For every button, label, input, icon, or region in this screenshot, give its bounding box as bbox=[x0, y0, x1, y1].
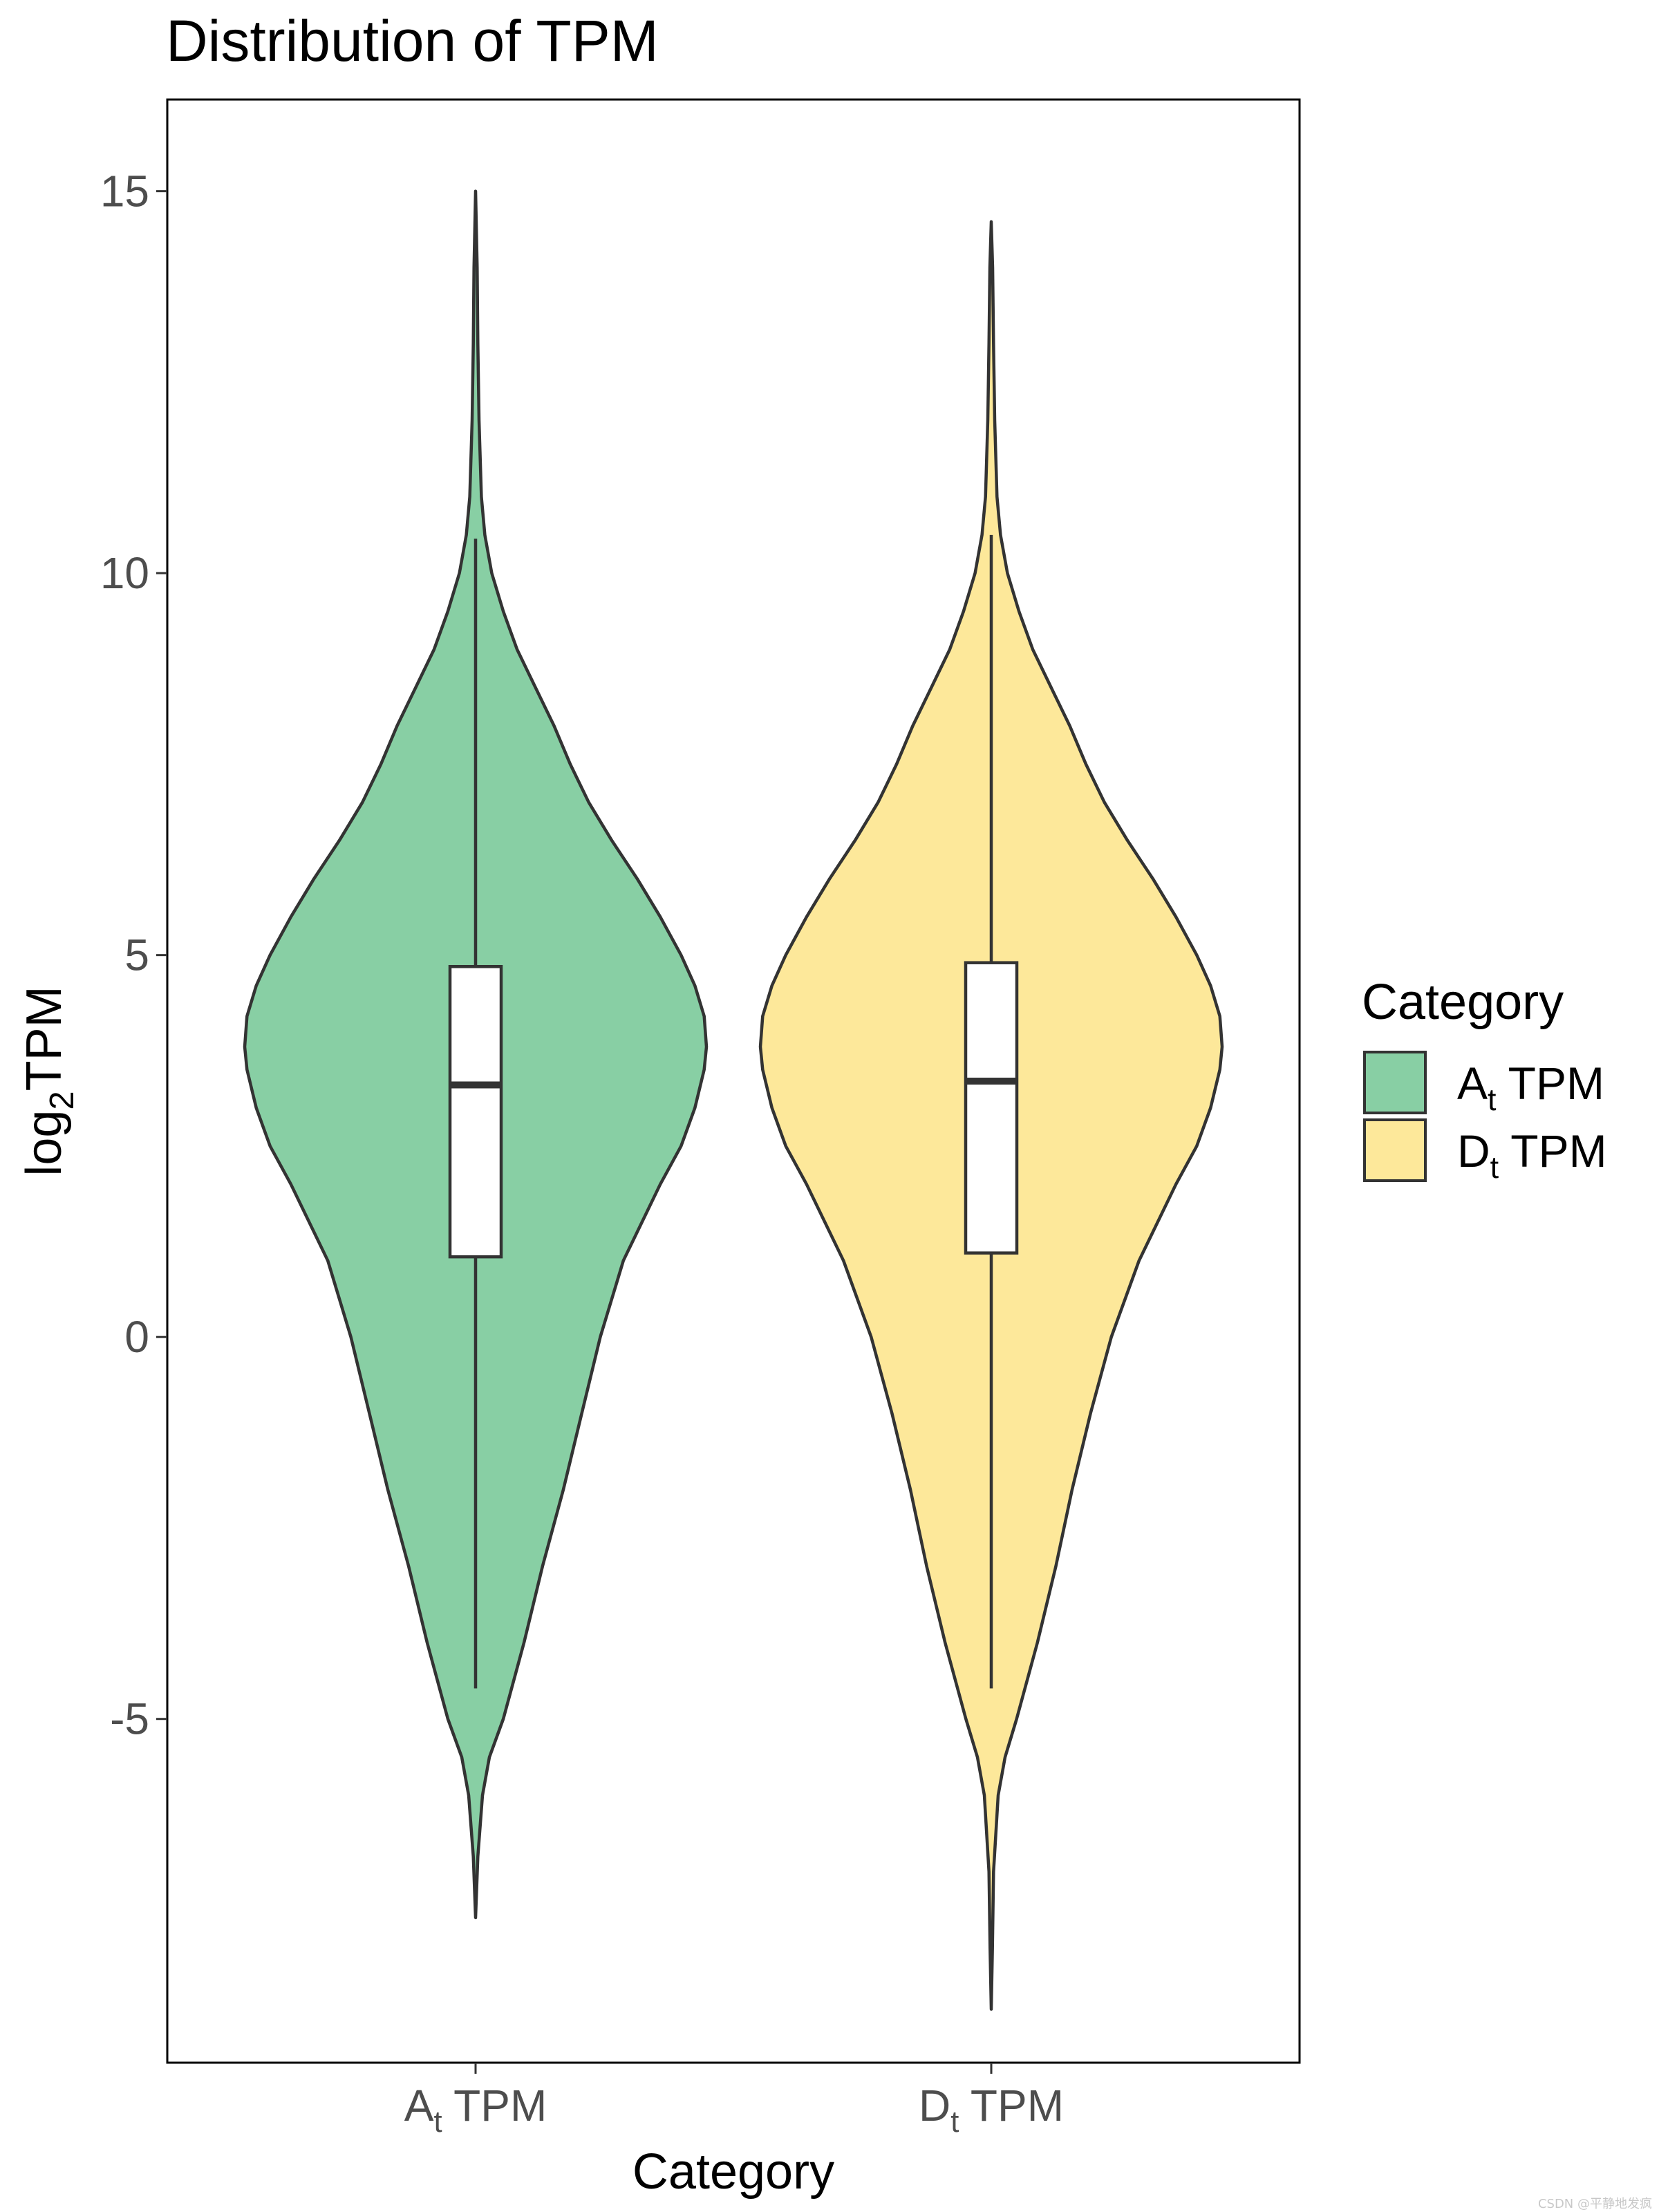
plot-panel-border bbox=[166, 98, 1301, 2064]
chart-title: Distribution of TPM bbox=[166, 8, 659, 73]
legend-label-subscript: t bbox=[1488, 1082, 1497, 1117]
legend-label-rest: TPM bbox=[1499, 1125, 1606, 1177]
x-axis-title: Category bbox=[632, 2144, 834, 2200]
y-axis-title-subscript: 2 bbox=[44, 1091, 81, 1109]
x-tick-label-main: D bbox=[919, 2081, 950, 2130]
y-axis: -5 0 5 10 15 bbox=[100, 167, 167, 1744]
x-tick-label-main: A bbox=[404, 2081, 434, 2130]
x-tick-label-subscript: t bbox=[433, 2106, 442, 2139]
y-tick-label: -5 bbox=[110, 1694, 149, 1744]
y-axis-title-main: log bbox=[17, 1110, 72, 1177]
y-tick-label: 15 bbox=[100, 167, 149, 216]
x-tick-label-rest: TPM bbox=[442, 2081, 547, 2130]
legend-label-main: A bbox=[1457, 1058, 1488, 1109]
y-axis-title-rest: TPM bbox=[17, 986, 72, 1091]
watermark: CSDN @平静地发疯 bbox=[1538, 2197, 1652, 2211]
legend-title: Category bbox=[1362, 975, 1564, 1030]
box-iqr bbox=[448, 964, 503, 1259]
box-iqr bbox=[964, 961, 1019, 1255]
violins-layer bbox=[243, 189, 1224, 2011]
y-tick-label: 0 bbox=[124, 1312, 149, 1362]
y-axis-title: log2TPM bbox=[17, 986, 81, 1176]
boxplots-layer bbox=[448, 534, 1019, 1689]
x-tick-label-subscript: t bbox=[950, 2106, 959, 2139]
legend-label-rest: TPM bbox=[1497, 1058, 1604, 1109]
x-tick-label-rest: TPM bbox=[959, 2081, 1064, 2130]
legend-label-at: At TPM bbox=[1457, 1058, 1604, 1117]
x-tick-label: Dt TPM bbox=[919, 2081, 1064, 2139]
legend-label-main: D bbox=[1457, 1125, 1490, 1177]
x-tick-label: At TPM bbox=[404, 2081, 547, 2139]
legend-label-dt: Dt TPM bbox=[1457, 1125, 1607, 1185]
y-tick-label: 5 bbox=[124, 930, 149, 980]
legend-key-dt bbox=[1363, 1118, 1427, 1182]
legend-key-at bbox=[1363, 1051, 1427, 1114]
legend-label-subscript: t bbox=[1490, 1150, 1499, 1185]
x-axis: At TPM Dt TPM bbox=[404, 2063, 1064, 2139]
y-tick-label: 10 bbox=[100, 548, 149, 598]
